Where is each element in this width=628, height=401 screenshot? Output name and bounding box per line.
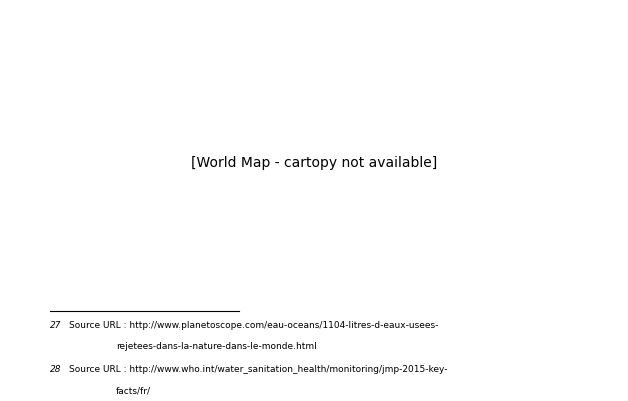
Text: facts/fr/: facts/fr/ [116, 385, 151, 394]
Text: rejetees-dans-la-nature-dans-le-monde.html: rejetees-dans-la-nature-dans-le-monde.ht… [116, 341, 317, 350]
Text: [World Map - cartopy not available]: [World Map - cartopy not available] [191, 156, 437, 169]
Text: Source URL : http://www.who.int/water_sanitation_health/monitoring/jmp-2015-key-: Source URL : http://www.who.int/water_sa… [69, 364, 448, 373]
Text: 28: 28 [50, 364, 62, 373]
Text: 27: 27 [50, 320, 62, 329]
Text: Source URL : http://www.planetoscope.com/eau-oceans/1104-litres-d-eaux-usees-: Source URL : http://www.planetoscope.com… [69, 320, 438, 329]
